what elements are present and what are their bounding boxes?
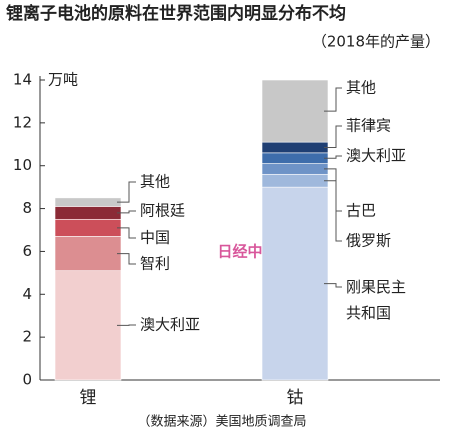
y-tick-label: 6 — [22, 242, 32, 260]
segment-label: 智利 — [140, 255, 170, 273]
y-tick-label: 2 — [22, 328, 32, 346]
leader-line — [324, 168, 342, 212]
leader-line — [324, 155, 342, 159]
leader-line — [324, 125, 342, 148]
bar-segment — [54, 197, 122, 207]
bar-segment — [261, 163, 329, 175]
leader-line — [117, 227, 136, 239]
segment-label: 澳大利亚 — [140, 316, 200, 334]
segment-label: 其他 — [346, 79, 376, 97]
y-unit: 万吨 — [48, 71, 78, 89]
segment-label: 古巴 — [346, 202, 376, 220]
bar-segment — [54, 270, 122, 381]
y-tick-label: 0 — [22, 371, 32, 389]
chart-title: 锂离子电池的原料在世界范围内明显分布不均 — [6, 3, 346, 24]
y-tick-label: 8 — [22, 199, 32, 217]
leader-line — [324, 283, 342, 288]
source: （数据来源）美国地质调查局 — [137, 415, 306, 430]
segment-label: 中国 — [140, 229, 170, 247]
segment-label: 澳大利亚 — [346, 147, 406, 165]
segment-label: 菲律宾 — [346, 117, 391, 135]
bar-segment — [261, 79, 329, 143]
segment-label: 刚果民主共和国 — [346, 278, 406, 322]
x-tick-label: 锂 — [80, 388, 97, 408]
bar-segment — [54, 236, 122, 272]
y-tick-label: 4 — [22, 285, 32, 303]
leader-line — [117, 253, 136, 265]
bar-segment — [261, 152, 329, 164]
bar-segment — [54, 206, 122, 220]
x-tick-label: 钴 — [287, 388, 304, 408]
segment-label: 俄罗斯 — [346, 232, 391, 250]
chart-subtitle: （2018年的产量） — [312, 33, 440, 51]
bar-segment — [261, 173, 329, 188]
bar-segment — [54, 218, 122, 237]
bar-segment — [261, 141, 329, 154]
segment-label: 其他 — [140, 173, 170, 191]
leader-line — [117, 181, 136, 203]
leader-line — [117, 210, 136, 214]
bar-segment — [261, 186, 329, 381]
y-tick-label: 12 — [13, 113, 32, 131]
leader-line — [324, 87, 342, 112]
segment-label: 阿根廷 — [140, 202, 185, 220]
y-tick-label: 10 — [13, 156, 32, 174]
y-tick-label: 14 — [13, 71, 32, 89]
